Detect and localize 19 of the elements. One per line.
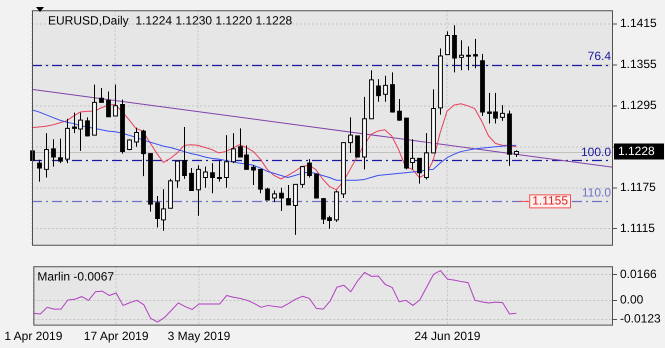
y-tick-label: 1.1415 — [620, 16, 658, 30]
x-tick-label: 1 Apr 2019 — [4, 329, 63, 344]
chart-title: Marlin -0.0067 — [37, 270, 114, 284]
y-tick-label: 0.0166 — [620, 266, 658, 281]
y-tick-label: 0.00 — [620, 292, 644, 307]
ref-line-label: 1.1155 — [532, 194, 568, 208]
x-tick-label: 3 May 2019 — [168, 329, 231, 344]
y-tick-label: -0.0123 — [620, 312, 662, 326]
x-tick-label: 24 Jun 2019 — [414, 329, 481, 344]
chart-title: EURUSD,Daily 1.1224 1.1230 1.1220 1.1228 — [48, 14, 292, 28]
annotation: 76.4 — [588, 49, 612, 64]
y-tick-label: 1.1175 — [620, 180, 656, 194]
ref-line-label: 1.1228 — [618, 144, 656, 158]
x-tick-label: 17 Apr 2019 — [84, 329, 149, 344]
annotation: 110.0 — [582, 186, 612, 200]
y-tick-label: 1.1355 — [620, 57, 658, 72]
annotation: 100.0 — [580, 144, 612, 159]
y-tick-label: 1.1115 — [620, 221, 656, 236]
y-tick-label: 1.1295 — [620, 98, 658, 112]
